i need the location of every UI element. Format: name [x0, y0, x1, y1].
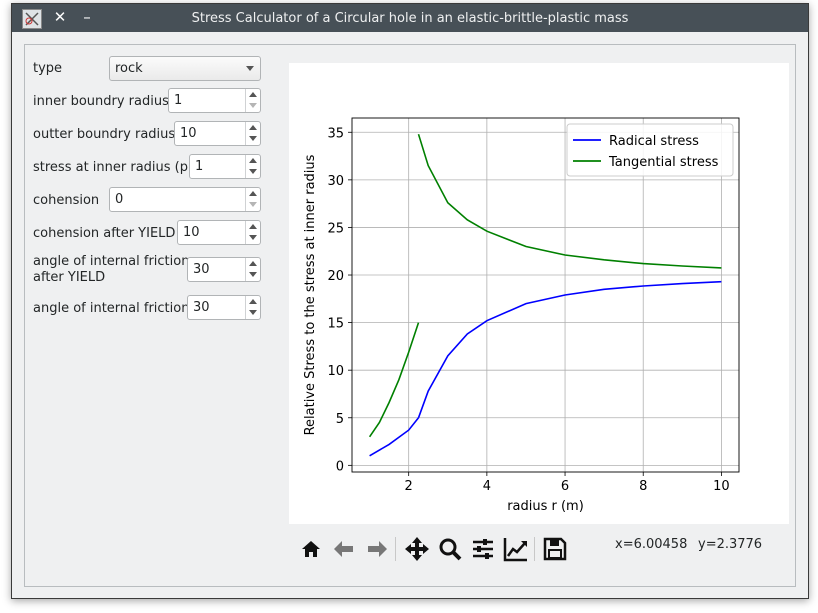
- title-bar: ✕ – Stress Calculator of a Circular hole…: [12, 4, 808, 32]
- x-tick-label: 8: [639, 479, 647, 494]
- friction-after-label-line1: angle of internal friction: [33, 254, 190, 269]
- spin-down-icon[interactable]: [249, 103, 257, 108]
- spin-up-icon[interactable]: [249, 224, 257, 229]
- stress-inner-value: 1: [195, 159, 204, 174]
- x-tick-label: 4: [483, 479, 491, 494]
- close-icon[interactable]: ✕: [53, 8, 67, 26]
- friction-after-spinbox[interactable]: 30: [187, 257, 261, 282]
- outer-radius-label: outter boundry radius: [33, 127, 176, 142]
- outer-radius-spinbox[interactable]: 10: [174, 121, 261, 146]
- main-window: ✕ – Stress Calculator of a Circular hole…: [11, 3, 809, 599]
- y-tick-label: 35: [327, 126, 344, 141]
- cohension-after-value: 10: [183, 225, 200, 240]
- inner-radius-value: 1: [174, 93, 183, 108]
- y-readout: y=2.3776: [698, 537, 763, 552]
- spin-up-icon[interactable]: [249, 158, 257, 163]
- series-line-1-1: [417, 133, 722, 269]
- stress-inner-label: stress at inner radius (pi): [33, 160, 197, 175]
- spin-up-icon[interactable]: [249, 299, 257, 304]
- spin-up-icon[interactable]: [249, 92, 257, 97]
- pan-icon[interactable]: [403, 535, 431, 563]
- cohension-after-spinbox[interactable]: 10: [177, 220, 261, 245]
- friction-spinbox[interactable]: 30: [187, 295, 261, 320]
- toolbar-separator: [395, 537, 396, 561]
- minimize-icon[interactable]: –: [83, 8, 91, 26]
- content-frame: type rock inner boundry radius 1 outter …: [24, 44, 796, 587]
- cohension-spinbox[interactable]: 0: [109, 187, 261, 212]
- type-value: rock: [115, 61, 143, 76]
- y-tick-label: 25: [327, 221, 344, 236]
- y-tick-label: 5: [336, 412, 344, 427]
- friction-value: 30: [193, 300, 210, 315]
- cohension-label: cohension: [33, 193, 100, 208]
- spin-up-icon[interactable]: [249, 191, 257, 196]
- legend-entry: Tangential stress: [608, 155, 719, 170]
- y-tick-label: 10: [327, 364, 344, 379]
- plot-canvas[interactable]: 2 4 6 8 10 0 5 10 15 20 25 30 35 radius r (m) Relative…: [289, 63, 789, 524]
- y-tick-label: 0: [336, 459, 344, 474]
- friction-label: angle of internal friction: [33, 301, 190, 316]
- chevron-down-icon: [246, 66, 254, 71]
- edit-axis-icon[interactable]: [502, 535, 530, 563]
- type-combobox[interactable]: rock: [109, 56, 261, 81]
- friction-after-value: 30: [193, 262, 210, 277]
- spin-down-icon[interactable]: [249, 202, 257, 207]
- legend-box: [566, 123, 734, 177]
- legend-entry: Radical stress: [609, 134, 699, 149]
- cohension-after-label: cohension after YIELD: [33, 226, 176, 241]
- y-axis-label: Relative Stress to the stress at inner r…: [303, 154, 318, 435]
- forward-arrow-icon[interactable]: [363, 535, 391, 563]
- spin-up-icon[interactable]: [249, 261, 257, 266]
- configure-subplots-icon[interactable]: [469, 535, 497, 563]
- spin-up-icon[interactable]: [249, 125, 257, 130]
- app-icon: [22, 9, 42, 29]
- series-line-1-0: [368, 322, 420, 438]
- type-label: type: [33, 61, 63, 76]
- y-tick-label: 30: [327, 174, 344, 189]
- axes-frame: [351, 117, 740, 473]
- inner-radius-spinbox[interactable]: 1: [168, 88, 261, 113]
- spin-down-icon[interactable]: [249, 235, 257, 240]
- y-tick-label: 15: [327, 317, 344, 332]
- outer-radius-value: 10: [180, 126, 197, 141]
- inner-radius-label: inner boundry radius: [33, 94, 169, 109]
- x-tick-label: 6: [561, 479, 569, 494]
- x-tick-label: 10: [713, 479, 730, 494]
- friction-after-label-line2: after YIELD: [33, 270, 106, 285]
- stress-inner-spinbox[interactable]: 1: [189, 154, 261, 179]
- home-icon[interactable]: [297, 535, 325, 563]
- toolbar-separator: [534, 537, 535, 561]
- zoom-icon[interactable]: [436, 535, 464, 563]
- x-readout: x=6.00458: [615, 537, 688, 552]
- y-tick-label: 20: [327, 269, 344, 284]
- window-title: Stress Calculator of a Circular hole in …: [191, 11, 629, 26]
- back-arrow-icon[interactable]: [330, 535, 358, 563]
- x-axis-label: radius r (m): [507, 499, 584, 514]
- spin-down-icon[interactable]: [249, 169, 257, 174]
- spin-down-icon[interactable]: [249, 136, 257, 141]
- stress-chart: 2 4 6 8 10 0 5 10 15 20 25 30 35 radius r (m) Relative…: [303, 117, 740, 514]
- x-tick-label: 2: [405, 479, 413, 494]
- series-line-0-0: [369, 417, 420, 457]
- save-icon[interactable]: [541, 535, 569, 563]
- spin-down-icon[interactable]: [249, 310, 257, 315]
- series-line-0-1: [417, 280, 722, 419]
- spin-down-icon[interactable]: [249, 272, 257, 277]
- friction-after-label: angle of internal friction after YIELD: [33, 254, 189, 286]
- cohension-value: 0: [115, 192, 124, 207]
